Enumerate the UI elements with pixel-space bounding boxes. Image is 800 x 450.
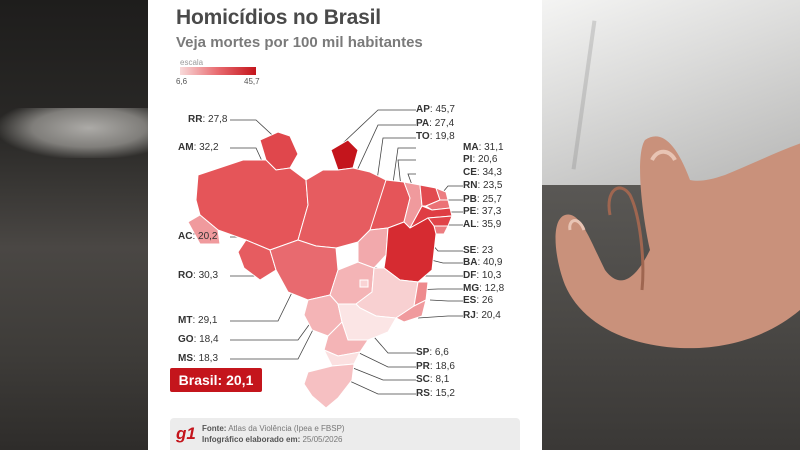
label-al: AL: 35,9 (463, 219, 502, 230)
state-rs (303, 363, 355, 409)
background-photo-left (0, 0, 148, 450)
label-pr: PR: 18,6 (416, 361, 455, 372)
label-am: AM: 32,2 (178, 142, 219, 153)
label-mt: MT: 29,1 (178, 315, 218, 326)
label-rj: RJ: 20,4 (463, 310, 501, 321)
label-df: DF: 10,3 (463, 270, 502, 281)
g1-logo: g1 (176, 424, 196, 443)
label-to: TO: 19,8 (416, 131, 455, 142)
label-pb: PB: 25,7 (463, 194, 502, 205)
label-pi: PI: 20,6 (463, 154, 498, 165)
state-mt (269, 239, 339, 301)
state-df (359, 279, 369, 288)
label-rr: RR: 27,8 (188, 114, 228, 125)
label-ac: AC: 20,2 (178, 231, 218, 242)
scale-label: escala (180, 58, 204, 67)
scale-min: 6,6 (176, 77, 188, 86)
hand-illustration (555, 136, 800, 349)
footer-source: Fonte: Atlas da Violência (Ipea e FBSP) (202, 424, 345, 433)
scale-max: 45,7 (244, 77, 260, 86)
label-go: GO: 18,4 (178, 334, 219, 345)
label-mg: MG: 12,8 (463, 283, 505, 294)
national-rate-badge: Brasil: 20,1 (170, 368, 262, 392)
color-scale-bar (180, 67, 256, 75)
state-ba (383, 217, 437, 283)
label-pa: PA: 27,4 (416, 118, 455, 129)
label-ro: RO: 30,3 (178, 270, 219, 281)
label-es: ES: 26 (463, 295, 494, 306)
label-ap: AP: 45,7 (416, 104, 455, 115)
state-ac (187, 214, 221, 245)
page-subtitle: Veja mortes por 100 mil habitantes (176, 34, 423, 51)
brazil-map (187, 109, 463, 409)
page-title: Homicídios no Brasil (176, 6, 381, 29)
label-sp: SP: 6,6 (416, 347, 449, 358)
map-states (187, 131, 453, 409)
label-se: SE: 23 (463, 245, 494, 256)
label-ce: CE: 34,3 (463, 167, 502, 178)
state-sc (322, 349, 361, 367)
background-photo-right (542, 0, 800, 450)
state-rj (395, 299, 427, 323)
label-ba: BA: 40,9 (463, 257, 503, 268)
footer: g1 Fonte: Atlas da Violência (Ipea e FBS… (170, 418, 520, 450)
label-ma: MA: 31,1 (463, 142, 504, 153)
infographic-card: Homicídios no Brasil Veja mortes por 100… (148, 0, 542, 450)
label-ms: MS: 18,3 (178, 353, 219, 364)
label-pe: PE: 37,3 (463, 206, 502, 217)
label-rs: RS: 15,2 (416, 388, 455, 399)
label-rn: RN: 23,5 (463, 180, 503, 191)
footer-made: Infográfico elaborado em: 25/05/2026 (202, 435, 343, 444)
state-ap (330, 139, 359, 171)
label-sc: SC: 8,1 (416, 374, 450, 385)
